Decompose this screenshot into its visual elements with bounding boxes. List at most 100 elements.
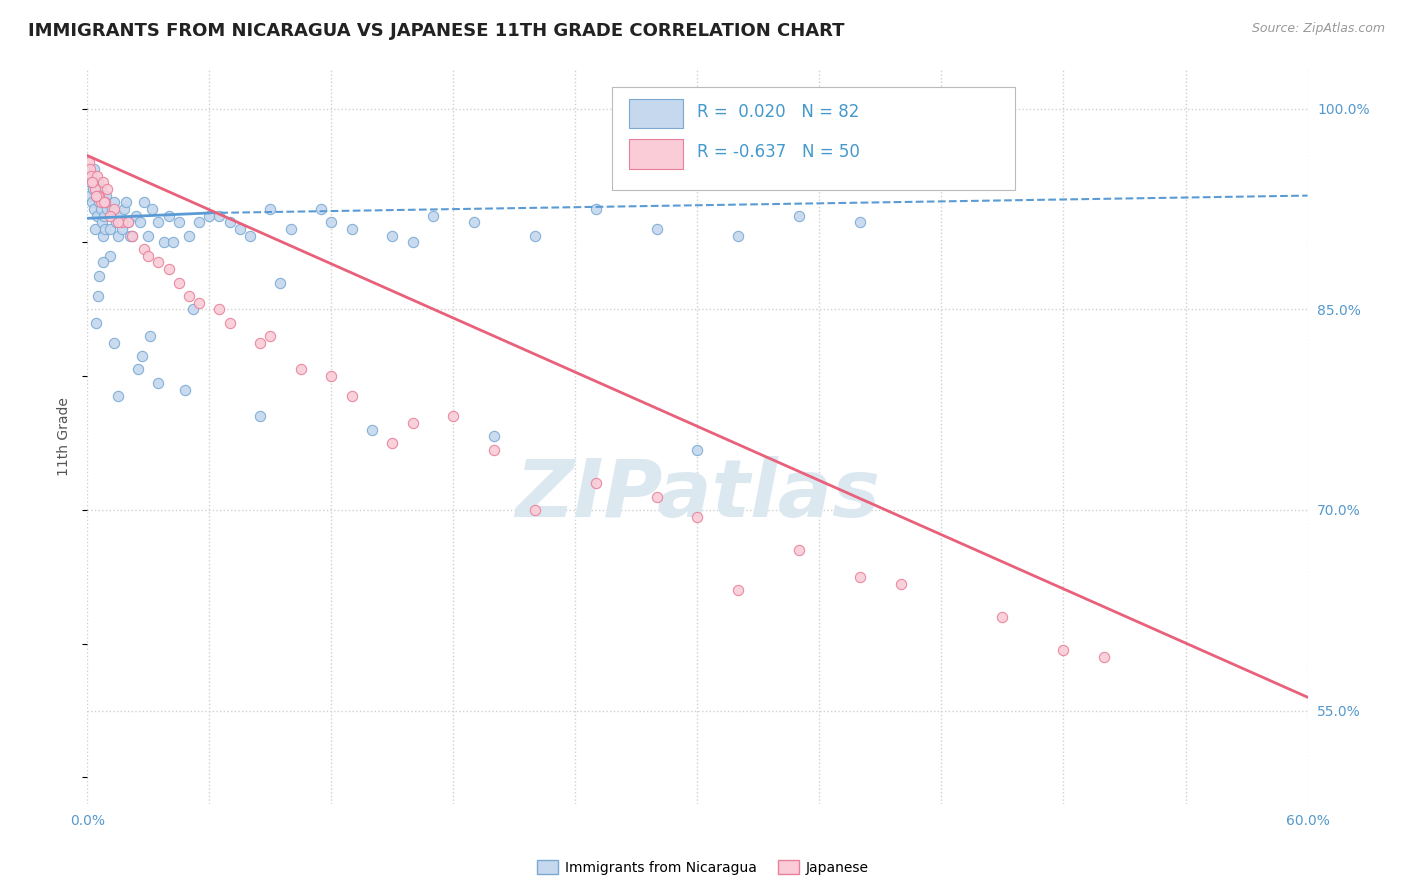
Point [482, 429, 505, 443]
Point [87, 188, 110, 202]
Point [98, 222, 121, 236]
Point [153, 235, 176, 250]
Point [173, 383, 195, 397]
Point [280, 222, 302, 236]
Point [218, 316, 240, 330]
Point [381, 228, 404, 243]
Point [82, 195, 104, 210]
Point [89, 188, 111, 202]
Point [129, 215, 152, 229]
Point [991, 610, 1014, 624]
Point [77, 155, 100, 169]
Point [118, 228, 141, 243]
Point [93, 228, 115, 243]
Point [131, 349, 153, 363]
Point [340, 389, 363, 403]
Point [167, 215, 190, 229]
Point [249, 335, 271, 350]
Point [82, 175, 104, 189]
Point [849, 570, 872, 584]
Point [117, 215, 139, 229]
Point [290, 362, 312, 376]
Point [125, 209, 148, 223]
Point [87, 289, 110, 303]
Point [381, 436, 404, 450]
Point [84, 188, 107, 202]
Point [79, 175, 101, 189]
Text: ZIPatlas: ZIPatlas [515, 456, 880, 534]
Point [84, 182, 107, 196]
Point [103, 202, 125, 216]
Point [87, 175, 110, 189]
Point [121, 228, 143, 243]
Point [80, 169, 103, 183]
FancyBboxPatch shape [628, 139, 683, 169]
Point [321, 215, 343, 229]
Point [112, 202, 135, 216]
Point [890, 576, 912, 591]
Point [90, 195, 112, 210]
Point [93, 255, 115, 269]
Point [82, 182, 104, 196]
Point [96, 182, 118, 196]
Point [157, 262, 180, 277]
Point [148, 376, 170, 390]
Text: IMMIGRANTS FROM NICARAGUA VS JAPANESE 11TH GRADE CORRELATION CHART: IMMIGRANTS FROM NICARAGUA VS JAPANESE 11… [28, 22, 845, 40]
Point [100, 202, 122, 216]
Point [269, 276, 291, 290]
Point [148, 255, 170, 269]
Y-axis label: 11th Grade: 11th Grade [58, 397, 72, 475]
FancyBboxPatch shape [628, 99, 683, 128]
Point [77, 188, 100, 202]
Point [181, 302, 204, 317]
Point [686, 442, 709, 457]
Point [103, 195, 125, 210]
Point [93, 195, 115, 210]
Point [136, 228, 159, 243]
Point [259, 329, 281, 343]
Point [103, 335, 125, 350]
Point [401, 235, 423, 250]
Point [787, 209, 810, 223]
Point [84, 316, 107, 330]
Point [114, 195, 136, 210]
Point [93, 209, 115, 223]
Point [162, 235, 184, 250]
Point [422, 209, 444, 223]
Point [198, 209, 221, 223]
Point [84, 222, 107, 236]
Point [482, 442, 505, 457]
Point [111, 222, 134, 236]
Point [139, 329, 162, 343]
Point [83, 202, 105, 216]
Point [1092, 650, 1115, 665]
Text: R = -0.637   N = 50: R = -0.637 N = 50 [697, 144, 860, 161]
Point [523, 228, 546, 243]
Point [727, 583, 749, 598]
Point [148, 215, 170, 229]
Point [463, 215, 485, 229]
Point [141, 202, 163, 216]
Point [188, 295, 211, 310]
Point [157, 209, 180, 223]
Point [94, 222, 117, 236]
Point [89, 182, 111, 196]
Point [107, 228, 129, 243]
Point [82, 175, 104, 189]
Point [83, 161, 105, 176]
Point [1052, 643, 1074, 657]
Point [686, 509, 709, 524]
Point [94, 195, 117, 210]
Point [239, 228, 262, 243]
Point [86, 169, 108, 183]
FancyBboxPatch shape [612, 87, 1015, 190]
Point [208, 209, 231, 223]
Point [84, 188, 107, 202]
Point [107, 215, 129, 229]
Point [228, 222, 250, 236]
Legend: Immigrants from Nicaragua, Japanese: Immigrants from Nicaragua, Japanese [531, 855, 875, 880]
Point [111, 215, 134, 229]
Point [98, 249, 121, 263]
Point [177, 228, 200, 243]
Point [401, 416, 423, 430]
